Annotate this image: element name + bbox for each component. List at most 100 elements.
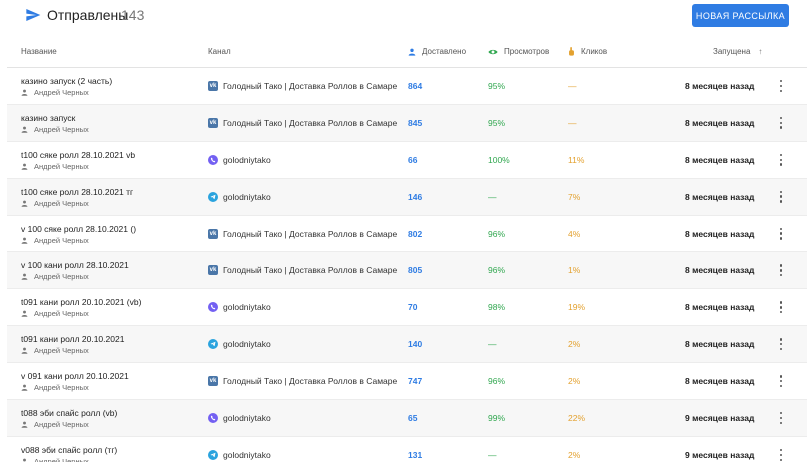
delivered-count: 65 — [408, 413, 418, 424]
person-icon — [23, 458, 26, 462]
views-percent: — — [488, 449, 497, 460]
mailing-name[interactable]: t091 кани ролл 20.10.2021 (vb) — [21, 297, 142, 308]
views-percent: 96% — [488, 228, 506, 239]
clicks-percent: 2% — [568, 339, 581, 350]
channel-name: golodniytako — [223, 302, 271, 313]
clicks-percent: 1% — [568, 265, 581, 276]
clicks-percent: 22% — [568, 413, 586, 424]
channel-name: Голодный Тако | Доставка Роллов в Самаре — [223, 265, 398, 276]
new-mailing-button[interactable]: НОВАЯ РАССЫЛКА — [692, 4, 789, 27]
vk-icon: vk — [208, 265, 218, 276]
person-icon — [21, 384, 28, 391]
person-icon — [21, 89, 28, 96]
table-row[interactable]: t100 сяке ролл 28.10.2021 vb Андрей Черн… — [7, 142, 807, 179]
mailing-author: Андрей Черных — [21, 236, 89, 245]
mailing-name[interactable]: t100 сяке ролл 28.10.2021 тг — [21, 186, 134, 197]
mailing-name[interactable]: казино запуск (2 часть) — [21, 76, 113, 86]
column-clicks-label: Кликов — [581, 47, 608, 56]
channel-cell: golodniytako — [208, 154, 271, 165]
more-vert-icon[interactable] — [775, 78, 787, 94]
mailing-name[interactable]: t088 эби спайс ролл (vb) — [21, 408, 118, 419]
mailing-author: Андрей Черных — [21, 272, 89, 281]
table-row[interactable]: t100 сяке ролл 28.10.2021 тг Андрей Черн… — [7, 178, 807, 216]
mailing-author: Андрей Черных — [21, 162, 89, 171]
table-row[interactable]: v 100 сяке ролл 28.10.2021 () Андрей Чер… — [7, 216, 807, 253]
views-percent: — — [488, 191, 497, 202]
table-row[interactable]: v 091 кани ролл 20.10.2021 Андрей Черных… — [7, 363, 807, 401]
column-clicks[interactable]: Кликов — [568, 47, 607, 56]
mailing-name[interactable]: v088 эби спайс ролл (тг) — [21, 444, 118, 455]
telegram-icon — [208, 449, 218, 460]
column-launched[interactable]: Запущена ↑ — [713, 47, 762, 56]
table-row[interactable]: t091 кани ролл 20.10.2021 Андрей Черных … — [7, 326, 807, 364]
views-percent: 95% — [488, 117, 506, 128]
launched-time: 8 месяцев назад — [685, 117, 755, 128]
person-icon — [21, 126, 28, 133]
mailing-name[interactable]: t091 кани ролл 20.10.2021 — [21, 334, 125, 345]
person-icon — [21, 347, 28, 354]
telegram-icon — [208, 339, 218, 350]
column-delivered[interactable]: Доставлено — [408, 47, 466, 56]
eye-icon — [488, 49, 498, 54]
delivered-count: 66 — [408, 154, 418, 165]
more-vert-icon[interactable] — [775, 152, 787, 168]
page-header: Отправлены 143 НОВАЯ РАССЫЛКА — [0, 0, 807, 36]
more-vert-icon[interactable] — [775, 373, 787, 389]
channel-cell: golodniytako — [208, 449, 271, 460]
mailing-name[interactable]: v 091 кани ролл 20.10.2021 — [21, 371, 129, 382]
table-row[interactable]: t088 эби спайс ролл (vb) Андрей Черных g… — [7, 400, 807, 437]
delivered-count: 864 — [408, 81, 423, 91]
delivered-count: 747 — [408, 376, 423, 387]
author-name: Андрей Черных — [34, 456, 89, 462]
mailing-name[interactable]: t100 сяке ролл 28.10.2021 vb — [21, 149, 136, 160]
vk-logo-text: vk — [209, 119, 217, 126]
more-vert-icon[interactable] — [775, 299, 787, 315]
mailing-name[interactable]: v 100 сяке ролл 28.10.2021 () — [21, 223, 137, 234]
more-vert-icon[interactable] — [775, 410, 787, 426]
table-row[interactable]: v088 эби спайс ролл (тг) Андрей Черных g… — [7, 437, 807, 462]
table-row[interactable]: v 100 кани ролл 28.10.2021 Андрей Черных… — [7, 252, 807, 290]
channel-name: golodniytako — [223, 154, 271, 165]
column-channel-label: Канал — [208, 47, 231, 56]
more-vert-icon[interactable] — [775, 226, 787, 242]
more-vert-icon[interactable] — [775, 262, 787, 278]
mailing-author: Андрей Черных — [21, 88, 89, 97]
mailing-author: Андрей Черных — [21, 125, 89, 134]
views-percent: 99% — [488, 413, 506, 424]
column-views-label: Просмотров — [504, 47, 550, 56]
channel-name: Голодный Тако | Доставка Роллов в Самаре — [223, 228, 398, 239]
person-icon — [21, 200, 28, 207]
mailing-author: Андрей Черных — [21, 420, 89, 429]
author-name: Андрей Черных — [34, 309, 89, 319]
launched-time: 8 месяцев назад — [685, 154, 755, 165]
channel-cell: vk Голодный Тако | Доставка Роллов в Сам… — [208, 81, 397, 91]
channel-cell: vk Голодный Тако | Доставка Роллов в Сам… — [208, 376, 397, 387]
sort-arrow-icon[interactable]: ↑ — [758, 47, 763, 56]
launched-time: 8 месяцев назад — [685, 228, 755, 239]
clicks-percent: — — [568, 117, 577, 128]
mailing-author: Андрей Черных — [21, 383, 89, 392]
table-row[interactable]: t091 кани ролл 20.10.2021 (vb) Андрей Че… — [7, 289, 807, 327]
delivered-count: 140 — [408, 339, 423, 350]
channel-cell: golodniytako — [208, 191, 271, 202]
table-row[interactable]: казино запуск Андрей Черных vk Голодный … — [7, 104, 807, 142]
views-percent: 98% — [488, 302, 506, 313]
launched-time: 9 месяцев назад — [685, 449, 755, 460]
column-views[interactable]: Просмотров — [488, 47, 549, 56]
more-vert-icon[interactable] — [775, 447, 787, 462]
launched-time: 8 месяцев назад — [685, 302, 755, 313]
table-row[interactable]: казино запуск (2 часть) Андрей Черных vk… — [7, 68, 807, 105]
mailing-name[interactable]: v 100 кани ролл 28.10.2021 — [21, 260, 129, 271]
column-name[interactable]: Название — [21, 47, 57, 56]
channel-cell: vk Голодный Тако | Доставка Роллов в Сам… — [208, 228, 398, 239]
more-vert-icon[interactable] — [775, 115, 787, 131]
views-percent: 96% — [488, 265, 506, 276]
column-channel[interactable]: Канал — [208, 47, 231, 56]
author-name: Андрей Черных — [34, 272, 89, 282]
more-vert-icon[interactable] — [775, 189, 787, 205]
viber-icon — [208, 413, 218, 424]
author-name: Андрей Черных — [34, 420, 89, 430]
more-vert-icon[interactable] — [775, 336, 787, 352]
author-name: Андрей Черных — [34, 161, 89, 171]
mailing-name[interactable]: казино запуск — [21, 112, 76, 123]
